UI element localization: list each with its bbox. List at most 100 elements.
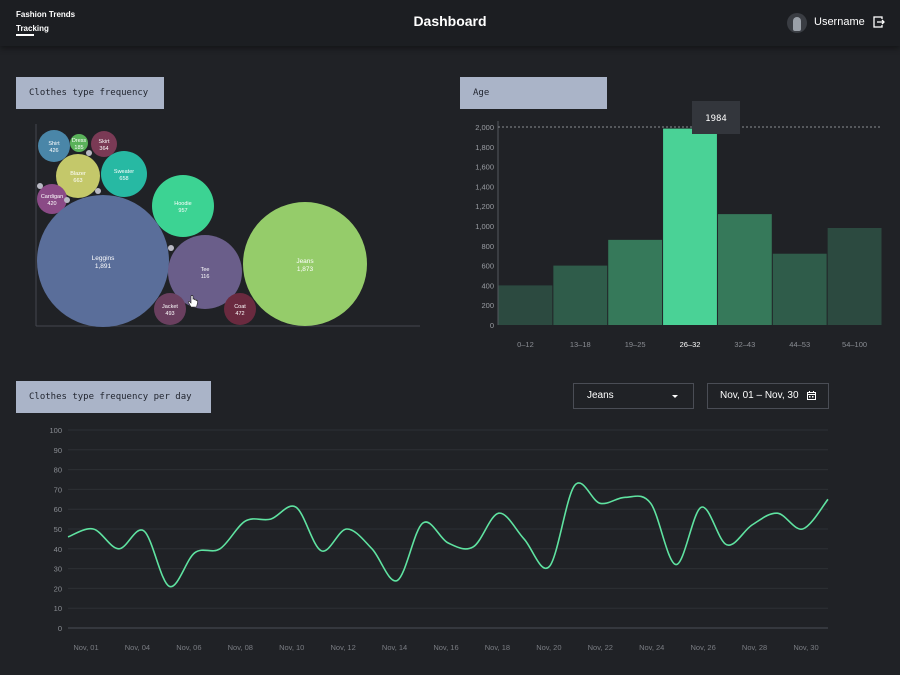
- bubble-leggins-circle[interactable]: [37, 195, 169, 327]
- age-bar-chart: 0 200 400 600 800 1,000 1,200 1,400 1,600 1,800 2,…: [475, 101, 882, 349]
- bubble-label: Tee: [201, 267, 210, 273]
- date-range-picker[interactable]: Nov, 01 – Nov, 30: [707, 383, 829, 409]
- age-xtick-label: 0–12: [517, 340, 534, 349]
- age-bar-32-43[interactable]: [717, 214, 772, 325]
- age-ytick-label: 800: [481, 242, 494, 251]
- logout-icon[interactable]: [873, 16, 885, 28]
- line-xtick-label: Nov, 04: [125, 643, 150, 652]
- age-xtick-label: 54–100: [842, 340, 867, 349]
- bubble-label: Hoodie: [174, 201, 191, 207]
- user-avatar-icon[interactable]: [787, 13, 807, 33]
- bubble-blazer-circle[interactable]: [56, 154, 100, 198]
- line-ytick-label: 50: [54, 525, 62, 534]
- bubble-label: Shirt: [48, 141, 60, 147]
- bubble-hoodie-circle[interactable]: [152, 175, 214, 237]
- age-xtick-label: 32–43: [734, 340, 755, 349]
- bubble-dot: [86, 150, 92, 156]
- bubble-dress-circle[interactable]: [70, 134, 88, 152]
- bubble-coat-circle[interactable]: [224, 293, 256, 325]
- age-ytick-label: 1,000: [475, 222, 494, 231]
- bubble-sweater-circle[interactable]: [101, 151, 147, 197]
- brand-line-2: Tracking: [16, 24, 49, 33]
- bubble-dot: [168, 245, 174, 251]
- page-title: Dashboard: [413, 13, 487, 29]
- bubble-skirt-circle[interactable]: [91, 131, 117, 157]
- line-xtick-label: Nov, 12: [330, 643, 355, 652]
- line-ytick-label: 80: [54, 466, 62, 475]
- bubble-value: 493: [165, 311, 174, 317]
- bubble-label: Cardigan: [41, 194, 63, 200]
- bubble-label: Leggins: [92, 255, 116, 262]
- age-ytick-label: 2,000: [475, 123, 494, 132]
- bubble-label: Jeans: [296, 258, 314, 265]
- clothes-type-select-value: Jeans: [587, 390, 614, 401]
- clothes-type-select[interactable]: Jeans: [573, 383, 694, 409]
- bubble-jacket-circle[interactable]: [154, 293, 186, 325]
- line-xtick-label: Nov, 30: [793, 643, 818, 652]
- age-xtick-label: 26–32: [680, 340, 701, 349]
- age-ytick-label: 600: [481, 262, 494, 271]
- bubble-dot: [95, 188, 101, 194]
- bubble-dot: [37, 183, 43, 189]
- line-xtick-label: Nov, 10: [279, 643, 304, 652]
- age-xtick-label: 19–25: [625, 340, 646, 349]
- age-bar-26-32[interactable]: [663, 128, 717, 325]
- age-tooltip-value: 1984: [705, 114, 727, 124]
- brand-logo[interactable]: Fashion Trends Tracking: [16, 8, 75, 36]
- line-xtick-label: Nov, 18: [485, 643, 510, 652]
- line-ytick-label: 100: [49, 426, 62, 435]
- chevron-down-icon: [672, 395, 678, 398]
- line-xtick-label: Nov, 08: [228, 643, 253, 652]
- bubble-value: 658: [119, 176, 128, 182]
- bubble-label: Coat: [234, 304, 246, 310]
- bubble-dot: [64, 197, 70, 203]
- bubble-shirt-circle[interactable]: [38, 130, 70, 162]
- brand-underline: [16, 34, 34, 36]
- bubble-value: 472: [235, 311, 244, 317]
- bubble-label: Sweater: [114, 169, 134, 175]
- line-ytick-label: 30: [54, 565, 62, 574]
- line-ytick-label: 60: [54, 505, 62, 514]
- jeans-series-line: [67, 482, 829, 588]
- bubble-value: 426: [49, 148, 58, 154]
- bubble-tee-circle[interactable]: [168, 235, 242, 309]
- age-bar-19-25[interactable]: [608, 239, 663, 325]
- line-xtick-label: Nov, 16: [433, 643, 458, 652]
- age-ytick-label: 200: [481, 301, 494, 310]
- cursor-hand-icon: [188, 295, 198, 308]
- bubble-chart: Shirt426Dress185Skirt364Blazer663Sweater…: [35, 124, 420, 327]
- age-ytick-label: 1,200: [475, 202, 494, 211]
- bubble-jeans-circle[interactable]: [243, 202, 367, 326]
- age-bar-44-53[interactable]: [772, 253, 827, 325]
- age-bar-54-100[interactable]: [827, 227, 882, 325]
- line-xtick-label: Nov, 24: [639, 643, 664, 652]
- bubble-value: 957: [178, 208, 187, 214]
- bubble-label: Dress: [72, 138, 87, 144]
- age-chart-title: Age: [460, 77, 607, 109]
- bubble-value: 116: [201, 274, 210, 280]
- username-label[interactable]: Username: [814, 16, 865, 28]
- age-xtick-label: 44–53: [789, 340, 810, 349]
- age-ytick-label: 400: [481, 281, 494, 290]
- bubble-value: 663: [73, 178, 82, 184]
- bubble-value: 1,891: [95, 263, 112, 270]
- bubble-value: 1,873: [297, 266, 314, 273]
- age-bar-13-18[interactable]: [553, 265, 608, 325]
- age-bar-0-12[interactable]: [498, 285, 553, 325]
- line-xtick-label: Nov, 01: [73, 643, 98, 652]
- bubble-cardigan-circle[interactable]: [37, 184, 67, 214]
- bubble-value: 420: [47, 201, 56, 207]
- daily-chart-title: Clothes type frequency per day: [16, 381, 211, 413]
